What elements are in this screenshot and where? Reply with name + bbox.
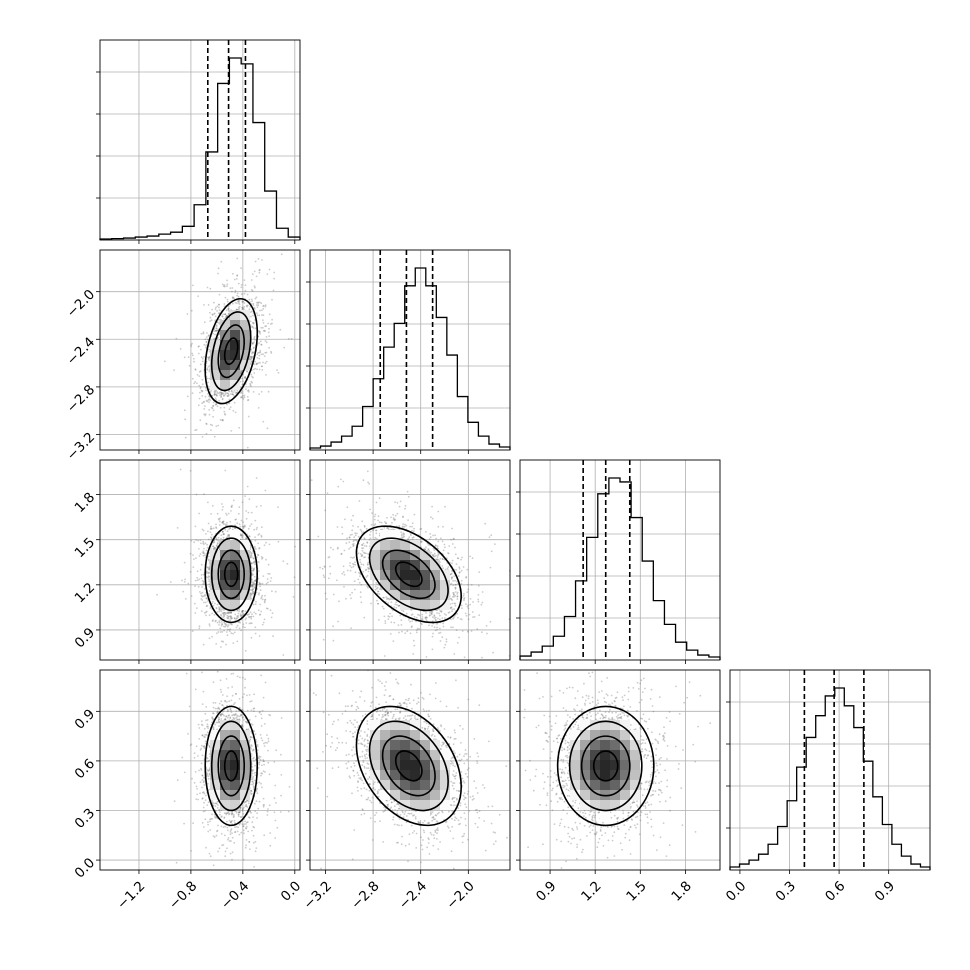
x-tick-label: 0.9 (872, 878, 899, 905)
y-tick-label: 0.6 (72, 756, 99, 783)
y-tick-label: 0.9 (72, 706, 99, 733)
y-tick-label: −3.2 (64, 429, 98, 463)
contour-3 (355, 525, 462, 624)
x-tick-label: −2.8 (348, 878, 382, 912)
panel-frame (99, 39, 301, 241)
x-tick-label: −2.4 (396, 878, 430, 912)
density-panel-2-0 (156, 468, 296, 656)
panel-frame (99, 249, 301, 451)
histogram-2 (519, 477, 721, 660)
y-tick-label: 1.8 (72, 489, 99, 516)
panel-frame (309, 249, 511, 451)
panel-frame (309, 669, 511, 871)
y-tick-label: −2.0 (64, 287, 98, 321)
x-tick-label: −0.8 (166, 878, 200, 912)
x-tick-label: 1.8 (668, 878, 695, 905)
x-tick-label: −3.2 (300, 878, 334, 912)
x-tick-label: 0.0 (723, 878, 750, 905)
contour-1 (217, 324, 245, 379)
contour-1 (381, 549, 436, 600)
contour-2 (210, 537, 252, 612)
x-tick-label: −2.0 (443, 878, 477, 912)
y-tick-label: −2.8 (64, 382, 98, 416)
contour-1 (217, 735, 246, 797)
contour-3 (556, 705, 655, 827)
y-tick-label: −2.4 (64, 334, 98, 368)
y-tick-label: 1.2 (72, 580, 99, 607)
y-tick-label: 1.5 (72, 535, 99, 562)
histogram-3 (729, 687, 931, 870)
panel-frame (99, 459, 301, 661)
density-panel-3-0 (173, 670, 291, 868)
panel-grid (96, 40, 300, 244)
density-panel-1-0 (164, 253, 293, 449)
x-tick-label: −0.4 (218, 878, 252, 912)
contour-2 (568, 720, 643, 812)
panel-frame (729, 669, 931, 871)
contour-2 (210, 311, 252, 392)
panel-frame (99, 669, 301, 871)
panel-grid (96, 460, 300, 664)
panel-grid (306, 250, 510, 454)
panel-grid (516, 460, 720, 664)
y-tick-label: 0.0 (72, 855, 99, 882)
contour-0 (592, 750, 619, 782)
contour-3 (204, 525, 259, 624)
contour-2 (368, 537, 449, 612)
histogram-1 (309, 267, 511, 450)
contour-1 (217, 549, 246, 600)
contour-0 (394, 750, 423, 782)
contour-3 (204, 705, 259, 827)
x-tick-label: −1.2 (114, 878, 148, 912)
contour-3 (355, 705, 463, 827)
contour-3 (204, 297, 259, 405)
density-cells (370, 720, 450, 820)
contour-1 (580, 735, 631, 797)
x-tick-label: 0.9 (533, 878, 560, 905)
histogram-0 (99, 57, 301, 240)
contour-1 (381, 735, 436, 797)
contour-0 (223, 750, 239, 782)
panel-grid (306, 670, 510, 874)
contour-0 (394, 561, 423, 588)
panel-frame (519, 459, 721, 661)
x-tick-label: 0.6 (822, 878, 849, 905)
contour-2 (210, 720, 252, 812)
panel-grid (96, 250, 300, 454)
x-tick-label: 0.3 (773, 878, 800, 905)
panel-grid (96, 670, 300, 874)
density-panel-2-1 (310, 470, 510, 659)
density-panel-3-2 (523, 671, 720, 869)
y-tick-label: 0.9 (72, 625, 99, 652)
panel-frame (309, 459, 511, 661)
contour-2 (368, 720, 449, 812)
contour-0 (223, 337, 239, 366)
y-tick-label: 0.3 (72, 805, 99, 832)
contour-0 (223, 561, 239, 588)
density-panel-3-1 (310, 670, 510, 870)
x-tick-label: 1.2 (578, 878, 605, 905)
panel-grid (726, 670, 930, 874)
panel-frame (519, 669, 721, 871)
x-tick-label: 1.5 (623, 878, 650, 905)
